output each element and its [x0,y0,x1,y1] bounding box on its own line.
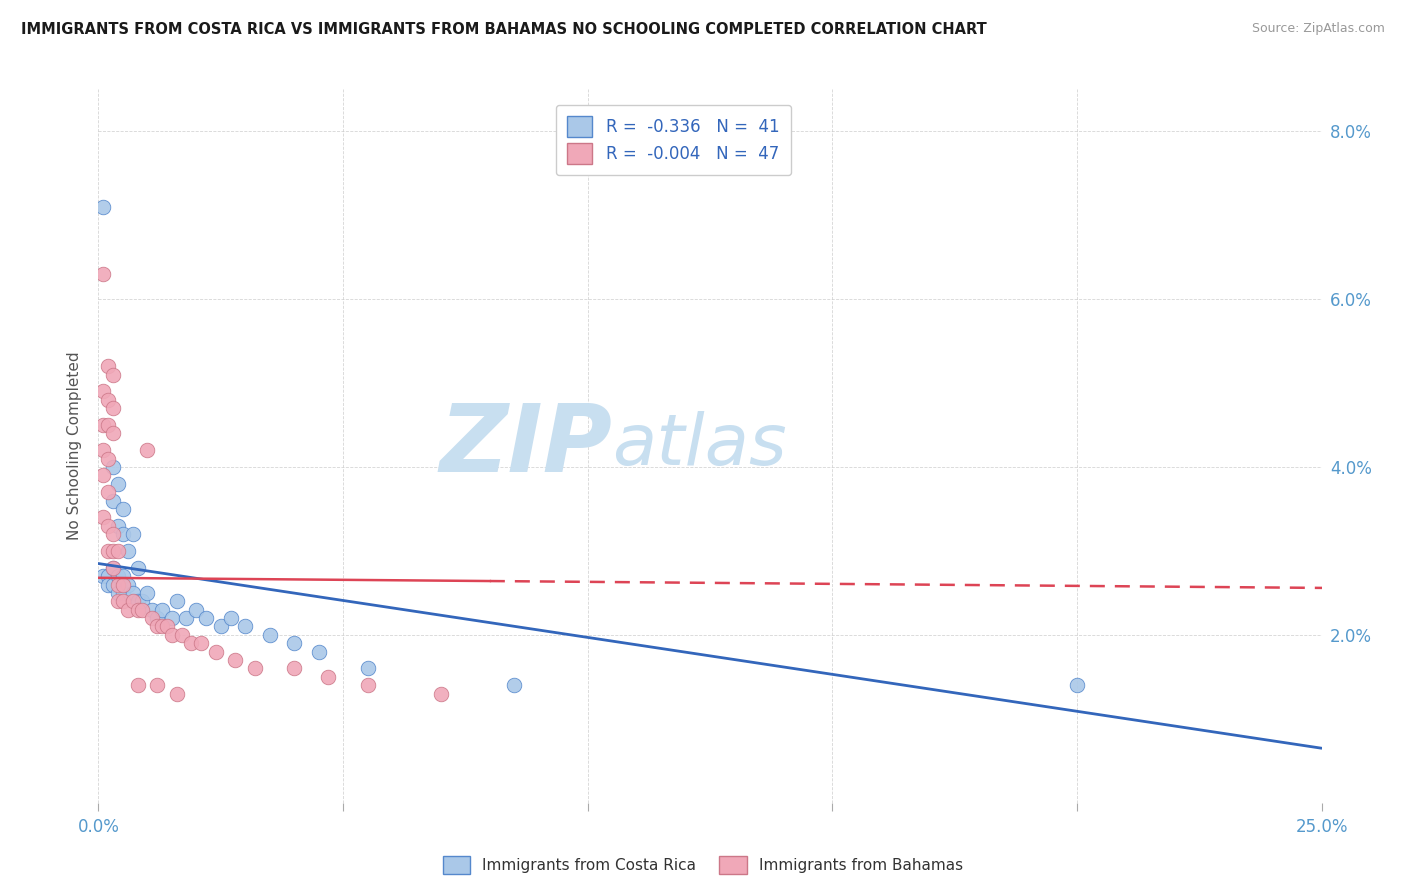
Y-axis label: No Schooling Completed: No Schooling Completed [67,351,83,541]
Point [170,628,193,642]
Point [150,619,173,633]
Point [146,678,169,692]
Point [190,636,212,650]
Point [131,594,153,608]
Point [141,611,163,625]
Point [219,611,242,625]
Point [107,476,129,491]
Point [156,619,179,633]
Point [111,527,134,541]
Point [91,200,114,214]
Point [117,577,139,591]
Point [107,577,129,591]
Point [111,569,134,583]
Point [91,417,114,432]
Point [146,619,169,633]
Point [209,619,232,633]
Point [91,384,114,399]
Point [127,560,149,574]
Point [166,594,188,608]
Point [111,586,134,600]
Point [283,636,305,650]
Point [1066,678,1088,692]
Point [160,628,183,642]
Point [308,645,330,659]
Point [101,560,124,574]
Point [131,603,153,617]
Point [111,502,134,516]
Point [97,577,120,591]
Point [97,518,120,533]
Point [356,678,378,692]
Point [101,493,124,508]
Point [111,577,134,591]
Point [121,594,143,608]
Point [176,611,198,625]
Point [101,527,124,541]
Text: ZIP: ZIP [439,400,612,492]
Point [127,678,149,692]
Point [243,661,266,675]
Point [117,603,139,617]
Point [97,359,120,374]
Point [259,628,281,642]
Point [121,527,143,541]
Point [146,611,169,625]
Legend: Immigrants from Costa Rica, Immigrants from Bahamas: Immigrants from Costa Rica, Immigrants f… [437,850,969,880]
Text: Source: ZipAtlas.com: Source: ZipAtlas.com [1251,22,1385,36]
Point [283,661,305,675]
Point [186,603,208,617]
Point [101,544,124,558]
Text: atlas: atlas [612,411,787,481]
Point [101,577,124,591]
Point [107,544,129,558]
Point [97,569,120,583]
Point [97,451,120,466]
Point [91,267,114,281]
Point [101,401,124,416]
Point [91,468,114,483]
Point [97,417,120,432]
Point [97,485,120,500]
Point [233,619,256,633]
Point [166,687,188,701]
Point [136,586,159,600]
Point [91,569,114,583]
Point [91,443,114,458]
Text: IMMIGRANTS FROM COSTA RICA VS IMMIGRANTS FROM BAHAMAS NO SCHOOLING COMPLETED COR: IMMIGRANTS FROM COSTA RICA VS IMMIGRANTS… [21,22,987,37]
Point [97,544,120,558]
Point [356,661,378,675]
Point [503,678,526,692]
Point [117,544,139,558]
Point [91,510,114,524]
Point [180,636,202,650]
Point [205,645,228,659]
Point [107,586,129,600]
Point [318,670,340,684]
Point [107,569,129,583]
Point [107,594,129,608]
Point [127,594,149,608]
Point [107,518,129,533]
Point [136,443,159,458]
Point [111,594,134,608]
Point [195,611,218,625]
Point [101,460,124,475]
Point [101,368,124,382]
Point [160,611,183,625]
Point [150,603,173,617]
Legend: R =  -0.336   N =  41, R =  -0.004   N =  47: R = -0.336 N = 41, R = -0.004 N = 47 [555,104,792,176]
Point [430,687,453,701]
Point [97,392,120,407]
Point [141,603,163,617]
Point [224,653,246,667]
Point [121,586,143,600]
Point [127,603,149,617]
Point [101,426,124,441]
Point [101,560,124,574]
